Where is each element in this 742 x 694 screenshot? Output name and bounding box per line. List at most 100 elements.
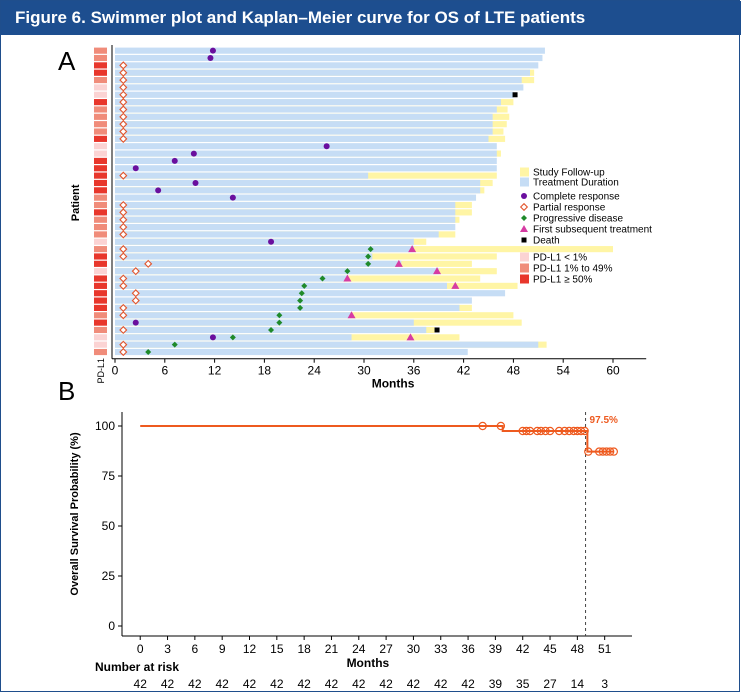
risk-table-count: 42 — [188, 677, 202, 691]
treatment-bar — [115, 150, 497, 157]
treatment-bar — [115, 253, 373, 260]
partial-response-marker — [119, 311, 128, 320]
treatment-bar — [115, 224, 456, 231]
partial-response-marker — [119, 252, 128, 261]
pdl1-tile — [94, 319, 107, 326]
progressive-disease-marker — [297, 304, 304, 311]
complete-response-marker — [323, 143, 330, 150]
km-x-tick-label: 48 — [571, 642, 585, 656]
risk-table-count: 14 — [571, 677, 585, 691]
death-marker — [512, 92, 518, 98]
treatment-bar — [115, 201, 456, 209]
treatment-bar — [115, 47, 545, 54]
km-x-tick-label: 42 — [516, 642, 530, 656]
treatment-bar — [115, 297, 472, 304]
km-x-tick-label: 30 — [407, 642, 421, 656]
treatment-bar — [115, 99, 501, 106]
progressive-disease-marker — [298, 290, 305, 297]
legend-death-swatch — [521, 237, 527, 243]
pdl1-tile — [94, 275, 107, 282]
risk-table-count: 42 — [434, 677, 448, 691]
km-censor-mark — [545, 426, 555, 436]
pdl1-tile — [94, 282, 107, 289]
progressive-disease-marker — [171, 341, 178, 348]
treatment-bar — [115, 69, 530, 76]
pdl1-tile — [94, 179, 107, 187]
pdl1-tile — [94, 231, 107, 238]
km-x-tick-label: 15 — [270, 642, 284, 656]
progressive-disease-marker — [344, 268, 351, 275]
progressive-disease-marker — [367, 246, 374, 253]
legend-complete-response-swatch — [521, 193, 527, 199]
risk-table-count: 42 — [379, 677, 393, 691]
legend-pdl1-mid-label: PD-L1 1% to 49% — [533, 264, 613, 275]
km-x-tick-label: 3 — [164, 642, 171, 656]
pdl1-tile — [94, 194, 107, 201]
legend-first-subsequent-treatment-swatch — [520, 225, 528, 232]
first-subsequent-treatment-marker — [451, 281, 460, 289]
progressive-disease-marker — [276, 319, 283, 326]
treatment-bar — [115, 165, 497, 172]
km-y-tick-label: 25 — [102, 569, 116, 583]
treatment-bar — [115, 194, 477, 201]
km-x-tick-label: 12 — [243, 642, 257, 656]
pdl1-tile — [94, 224, 107, 231]
treatment-bar — [115, 113, 493, 120]
treatment-bar — [115, 62, 539, 69]
pdl1-tile — [94, 84, 107, 91]
progressive-disease-marker — [301, 282, 308, 289]
treatment-bar — [115, 187, 481, 194]
x-axis-title: Months — [372, 377, 415, 391]
treatment-bar — [115, 304, 460, 311]
treatment-bar — [115, 238, 414, 245]
pdl1-tile — [94, 341, 107, 348]
x-tick-label: 42 — [457, 364, 471, 378]
pdl1-tile — [94, 172, 107, 179]
km-x-tick-label: 33 — [434, 642, 448, 656]
km-censor-mark — [605, 447, 615, 456]
pdl1-axis-label: PD-L1 — [96, 358, 106, 384]
legend-partial-response-swatch — [519, 202, 529, 212]
pdl1-tile — [94, 128, 107, 135]
km-censor-mark — [536, 426, 546, 436]
km-x-tick-label: 51 — [598, 642, 612, 656]
treatment-bar — [115, 54, 543, 62]
risk-table-count: 35 — [516, 677, 530, 691]
partial-response-marker — [119, 230, 128, 239]
complete-response-marker — [190, 150, 197, 157]
partial-response-marker — [144, 259, 153, 268]
legend-progressive-disease-swatch — [521, 215, 527, 221]
risk-table-count: 39 — [489, 677, 503, 691]
x-tick-label: 60 — [606, 364, 620, 378]
risk-table-count: 27 — [543, 677, 557, 691]
legend-treatment-duration-swatch — [520, 177, 529, 187]
km-x-tick-label: 18 — [297, 642, 311, 656]
km-censor-mark — [584, 447, 593, 456]
pdl1-tile — [94, 201, 107, 209]
risk-table-count: 42 — [215, 677, 229, 691]
risk-table-count: 42 — [297, 677, 311, 691]
pdl1-tile — [94, 187, 107, 194]
progressive-disease-marker — [276, 312, 283, 319]
x-tick-label: 24 — [308, 364, 322, 378]
km-x-axis-title: Months — [347, 656, 390, 670]
km-y-tick-label: 75 — [102, 469, 116, 483]
km-censor-mark — [609, 447, 618, 456]
km-censor-mark — [580, 426, 589, 436]
km-x-tick-label: 6 — [192, 642, 199, 656]
treatment-bar — [115, 260, 402, 267]
pdl1-tile — [94, 209, 107, 216]
treatment-bar — [115, 282, 447, 289]
pdl1-tile — [94, 47, 107, 54]
complete-response-marker — [209, 47, 216, 54]
complete-response-marker — [171, 157, 178, 164]
legend-first-subsequent-treatment-label: First subsequent treatment — [533, 225, 652, 236]
partial-response-marker — [119, 171, 128, 180]
complete-response-marker — [132, 319, 139, 326]
km-censor-mark — [478, 421, 487, 431]
first-subsequent-treatment-marker — [394, 259, 403, 267]
pdl1-tile — [94, 334, 107, 341]
km-x-tick-label: 39 — [489, 642, 503, 656]
x-tick-label: 18 — [258, 364, 272, 378]
